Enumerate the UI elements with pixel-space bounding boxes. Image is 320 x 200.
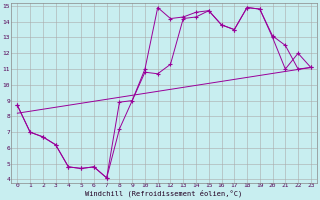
X-axis label: Windchill (Refroidissement éolien,°C): Windchill (Refroidissement éolien,°C) (85, 190, 243, 197)
